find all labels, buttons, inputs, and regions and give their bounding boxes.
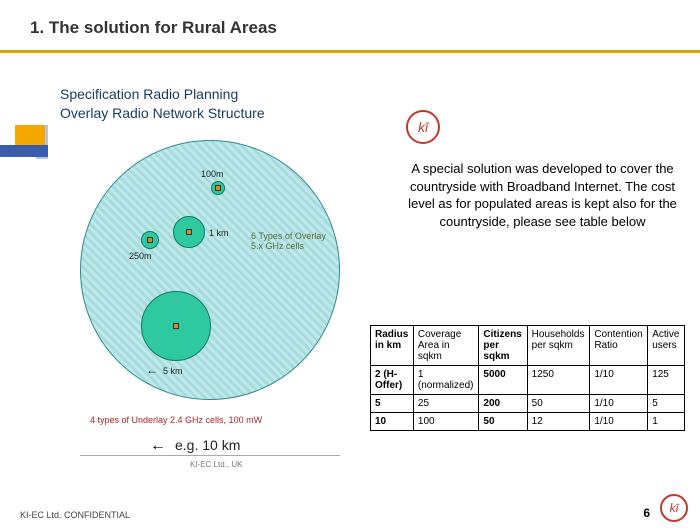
table-header-cell: Coverage Area in sqkm [413,326,479,366]
antenna-icon [186,229,192,235]
table-cell: 1250 [527,366,590,395]
cell-100m [211,181,225,195]
coverage-table: Radius in kmCoverage Area in sqkmCitizen… [370,325,685,431]
table-cell: 2 (H-Offer) [371,366,414,395]
antenna-icon [215,185,221,191]
table-header-cell: Citizens per sqkm [479,326,527,366]
cell-250m [141,231,159,249]
label-250m: 250m [129,251,152,261]
table-header-cell: Active users [648,326,685,366]
footer-confidential: KI-EC Ltd. CONFIDENTIAL [20,510,130,520]
arrow-left-icon: ← [150,437,166,455]
table-cell: 125 [648,366,685,395]
radio-diagram: Specification Radio Planning Overlay Rad… [60,85,400,123]
table-cell: 50 [527,395,590,413]
table-header-row: Radius in kmCoverage Area in sqkmCitizen… [371,326,685,366]
table-header-cell: Households per sqkm [527,326,590,366]
table-cell: 5000 [479,366,527,395]
cell-5km [141,291,211,361]
table-header-cell: Radius in km [371,326,414,366]
table-cell: 1 (normalized) [413,366,479,395]
table-cell: 50 [479,413,527,431]
table-cell: 10 [371,413,414,431]
table-cell: 12 [527,413,590,431]
coverage-circle-main: ← 5 km 1 km 250m 100m 6 Types of Overlay… [80,140,340,400]
arrow-left-icon: ← [146,363,158,377]
body-paragraph: A special solution was developed to cove… [400,160,685,230]
diagram-title-1: Specification Radio Planning [60,85,400,104]
label-5km: 5 km [163,366,183,376]
table-cell: 1/10 [590,366,648,395]
overlay-note: 6 Types of Overlay 5.x GHz cells [251,231,336,251]
decorative-bar-blue [0,145,48,157]
antenna-icon [173,323,179,329]
table-row: 2 (H-Offer)1 (normalized)500012501/10125 [371,366,685,395]
diagram-title-2: Overlay Radio Network Structure [60,104,400,123]
cell-1km [173,216,205,248]
table-header-cell: Contention Ratio [590,326,648,366]
antenna-icon [147,237,153,243]
table-cell: 5 [371,395,414,413]
table-row: 1010050121/101 [371,413,685,431]
table-row: 525200501/105 [371,395,685,413]
slide-title: 1. The solution for Rural Areas [0,0,700,53]
table-cell: 1/10 [590,395,648,413]
label-main-radius: e.g. 10 km [175,437,240,453]
table-cell: 200 [479,395,527,413]
table-cell: 25 [413,395,479,413]
underlay-note: 4 types of Underlay 2.4 GHz cells, 100 m… [90,415,262,425]
table-cell: 1/10 [590,413,648,431]
table-cell: 1 [648,413,685,431]
diagram-attribution: KI-EC Ltd., UK [190,460,242,469]
footer-logo-icon: kī [660,494,688,522]
page-number: 6 [643,506,650,520]
table-cell: 100 [413,413,479,431]
label-1km: 1 km [209,228,229,238]
label-100m: 100m [201,169,224,179]
table-cell: 5 [648,395,685,413]
diagram-baseline [80,455,340,456]
company-logo-icon: kī [406,110,440,144]
